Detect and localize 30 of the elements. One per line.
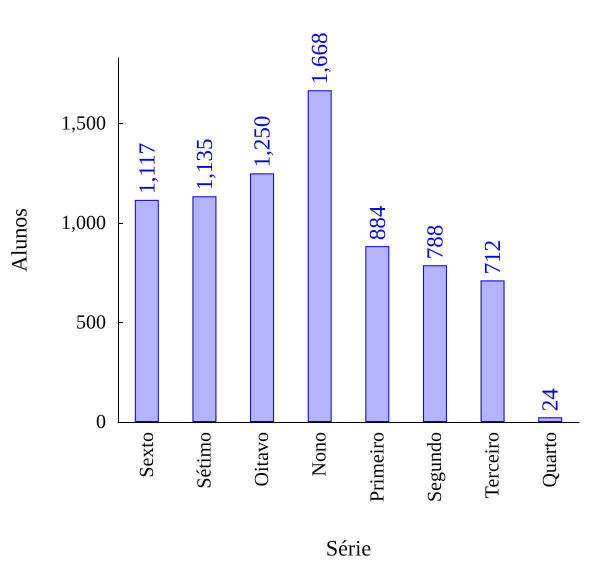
x-tick-label: Sétimo <box>193 432 216 489</box>
data-label: 1,668 <box>307 32 332 84</box>
y-tick-label: 1,000 <box>61 212 106 234</box>
x-tick-label: Segundo <box>424 432 446 502</box>
x-tick-label: Primeiro <box>366 432 388 502</box>
bar <box>250 173 274 422</box>
data-label: 884 <box>364 205 390 240</box>
bar <box>308 90 332 422</box>
data-label: 1,250 <box>250 116 275 168</box>
bar <box>134 200 159 422</box>
x-tick-label: Terceiro <box>482 432 504 498</box>
x-tick-label: Nono <box>308 432 331 476</box>
x-tick-label: Sexto <box>136 432 158 478</box>
y-tick-label: 500 <box>76 312 106 334</box>
bar <box>365 246 390 422</box>
x-tick-label: Quarto <box>539 432 562 488</box>
data-label: 712 <box>480 240 506 274</box>
data-label: 788 <box>422 224 448 260</box>
data-label: 1,117 <box>134 142 160 194</box>
y-tick-label: 1,500 <box>61 112 106 135</box>
bar <box>538 417 562 422</box>
bar <box>480 280 505 422</box>
y-tick-label: 0 <box>96 411 106 433</box>
data-label: 1,135 <box>192 138 217 190</box>
x-axis-title: Série <box>326 536 372 560</box>
bar <box>192 196 216 422</box>
y-axis-title: Alunos <box>6 208 32 272</box>
data-label: 24 <box>538 388 563 412</box>
x-tick-label: Oitavo <box>251 432 274 486</box>
bar <box>422 265 447 422</box>
